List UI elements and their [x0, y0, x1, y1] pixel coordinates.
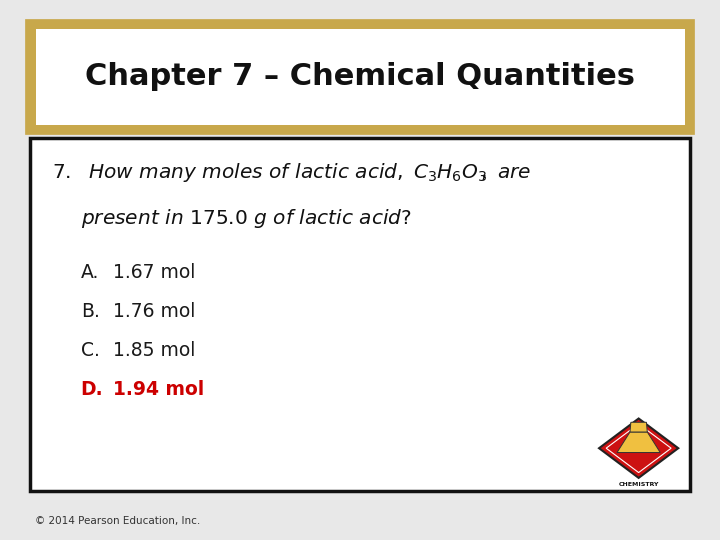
Polygon shape	[599, 418, 678, 478]
Text: © 2014 Pearson Education, Inc.: © 2014 Pearson Education, Inc.	[35, 516, 200, 526]
Text: 1.76 mol: 1.76 mol	[113, 302, 195, 321]
FancyBboxPatch shape	[30, 138, 690, 491]
Text: 1.85 mol: 1.85 mol	[113, 341, 195, 360]
Text: D.: D.	[81, 380, 103, 399]
FancyBboxPatch shape	[36, 29, 685, 125]
Text: Chapter 7 – Chemical Quantities: Chapter 7 – Chemical Quantities	[86, 63, 635, 91]
Text: A.: A.	[81, 263, 99, 282]
Text: 1.67 mol: 1.67 mol	[113, 263, 195, 282]
Text: $\mathbf{\it{present\ in\ 175.0\ g\ of\ lactic\ acid?}}$: $\mathbf{\it{present\ in\ 175.0\ g\ of\ …	[81, 207, 412, 230]
Polygon shape	[630, 422, 647, 432]
Text: CHEMISTRY: CHEMISTRY	[618, 482, 659, 487]
Text: C.: C.	[81, 341, 99, 360]
Text: 1.94 mol: 1.94 mol	[113, 380, 204, 399]
Text: $\mathbf{\it{7.\ \ How\ many\ moles\ of\ lactic\ acid,\ C_3H_6O_3\!\!,\ are}}$: $\mathbf{\it{7.\ \ How\ many\ moles\ of\…	[52, 161, 531, 184]
Text: B.: B.	[81, 302, 99, 321]
Polygon shape	[617, 432, 660, 453]
FancyBboxPatch shape	[30, 24, 690, 130]
